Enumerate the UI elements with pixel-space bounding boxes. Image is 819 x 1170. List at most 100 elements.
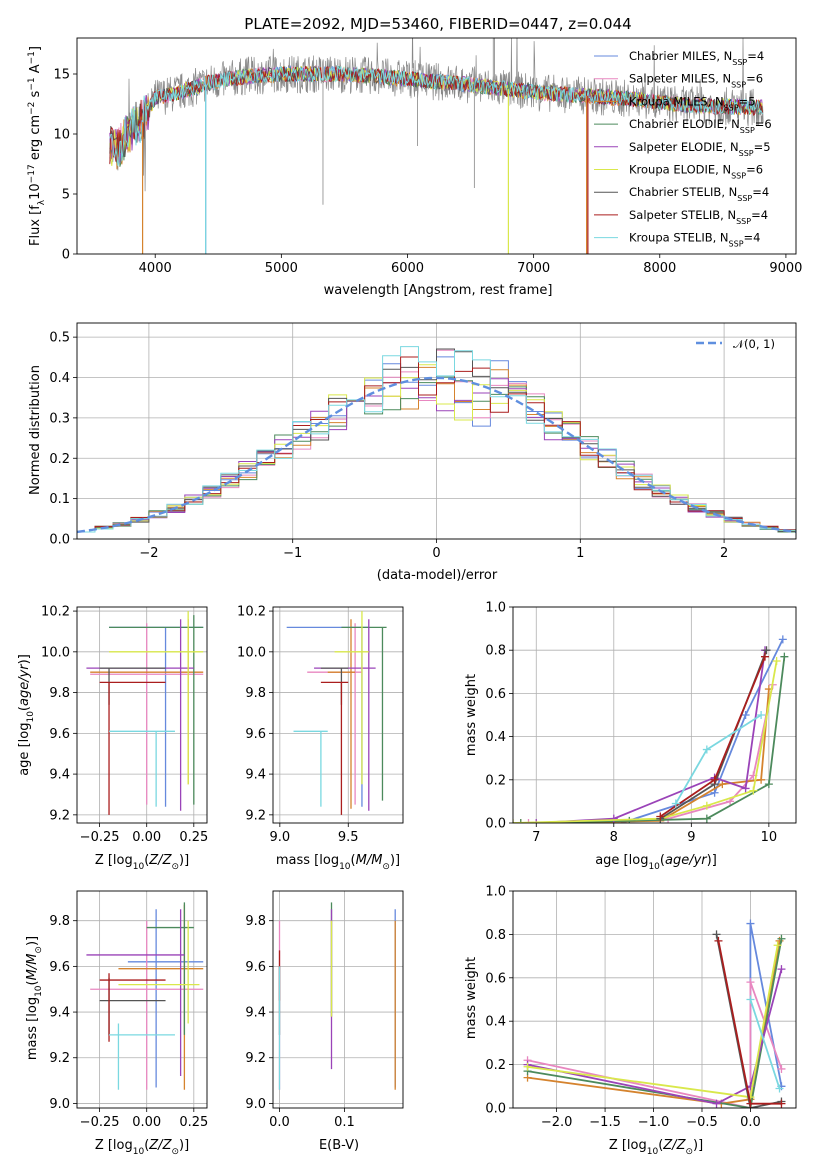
data-point-chabrier-miles bbox=[710, 788, 719, 797]
x-tick-label: 8000 bbox=[643, 261, 676, 276]
normal-curve-line bbox=[77, 376, 796, 534]
data-point-chabrier-elodie bbox=[777, 934, 786, 943]
y-tick-label: 1.0 bbox=[485, 601, 506, 616]
x-tick-label: −0.5 bbox=[686, 1115, 718, 1130]
residuals-chart: −2 −1 0 1 2 0.0 0.1 0.2 0.3 0.4 0.5 𝒩(0, 1) bbox=[49, 322, 797, 561]
y-tick-label: 0.2 bbox=[485, 1058, 506, 1073]
legend-entry-salpeter-elodie: Salpeter ELODIE, NSSP=5 bbox=[629, 140, 771, 158]
axes-frame bbox=[76, 606, 208, 824]
x-tick-label: −1 bbox=[283, 546, 302, 561]
model-line-kroupa-stelib bbox=[109, 64, 764, 167]
data-point-kroupa-elodie bbox=[772, 657, 781, 665]
y-tick-label: 0.6 bbox=[485, 971, 506, 986]
data-point-salpeter-miles bbox=[777, 1064, 786, 1073]
x-tick-label: 7000 bbox=[517, 261, 550, 276]
x-tick-label: −2.0 bbox=[541, 1115, 573, 1130]
axes-frame bbox=[76, 322, 797, 540]
y-tick-label: 9.4 bbox=[245, 768, 266, 783]
data-point-chabrier-stelib bbox=[762, 646, 771, 655]
data-point-chabrier-miles bbox=[746, 919, 755, 928]
plot-area bbox=[286, 611, 387, 815]
x-tick-label: 0.00 bbox=[132, 1115, 161, 1130]
plot-area bbox=[523, 919, 786, 1108]
spectrum-chart: 4000 5000 6000 7000 8000 9000 0 5 10 15 Chabrier M… bbox=[53, 37, 802, 276]
series-line-chabrier-elodie bbox=[527, 938, 783, 1108]
data-point-chabrier-miles bbox=[778, 635, 787, 644]
series-line-kroupa-miles bbox=[520, 689, 770, 823]
age-vs-mass-chart: 9.0 9.5 9.2 9.4 9.6 9.8 10.0 10.2 bbox=[237, 605, 404, 845]
y-tick-label: 10.2 bbox=[41, 605, 70, 620]
data-point-kroupa-elodie bbox=[749, 786, 758, 795]
y-tick-label: 9.6 bbox=[49, 727, 70, 742]
x-tick-label: 5000 bbox=[265, 261, 298, 276]
plot-area bbox=[513, 635, 789, 823]
y-tick-label: 0.4 bbox=[49, 371, 70, 386]
data-point-kroupa-elodie bbox=[702, 801, 711, 810]
x-tick-label: 10 bbox=[761, 830, 778, 845]
axes-frame bbox=[512, 890, 797, 1109]
x-tick-label: 0.1 bbox=[334, 1115, 355, 1130]
legend-entry-kroupa-stelib: Kroupa STELIB, NSSP=4 bbox=[629, 231, 760, 249]
x-tick-label: 9.5 bbox=[338, 830, 359, 845]
series-line-kroupa-elodie bbox=[513, 660, 778, 823]
mass-weight-vs-Z-xlabel: Z [log10(Z/Z⊙)] bbox=[609, 1138, 703, 1157]
y-tick-label: 9.0 bbox=[245, 1097, 266, 1112]
y-tick-label: 9.4 bbox=[49, 1006, 70, 1021]
y-tick-label: 0.5 bbox=[49, 331, 70, 346]
y-tick-label: 1.0 bbox=[485, 885, 506, 900]
mass-vs-Z-xlabel: Z [log10(Z/Z⊙)] bbox=[95, 1138, 189, 1157]
y-tick-label: 9.8 bbox=[245, 914, 266, 929]
data-point-chabrier-elodie bbox=[764, 780, 773, 789]
y-tick-label: 0.8 bbox=[485, 644, 506, 659]
x-tick-label: 9.0 bbox=[269, 830, 290, 845]
series-line-kroupa-stelib bbox=[675, 714, 762, 805]
legend-entry-kroupa-elodie: Kroupa ELODIE, NSSP=6 bbox=[629, 163, 763, 181]
axes-frame bbox=[272, 890, 404, 1109]
series-line-kroupa-stelib bbox=[749, 999, 781, 1089]
axes-frame bbox=[76, 890, 208, 1109]
y-tick-label: 9.6 bbox=[245, 727, 266, 742]
data-point-salpeter-miles bbox=[746, 978, 755, 987]
y-tick-label: 10 bbox=[53, 128, 70, 143]
mass-weight-vs-age-ylabel: mass weight bbox=[464, 674, 479, 756]
x-tick-label: 9 bbox=[687, 830, 695, 845]
y-tick-label: 0.0 bbox=[49, 533, 70, 548]
data-point-salpeter-elodie bbox=[777, 965, 786, 974]
axes-frame bbox=[272, 606, 404, 824]
series-line-chabrier-miles bbox=[621, 639, 784, 823]
y-tick-label: 0 bbox=[62, 248, 70, 263]
y-tick-label: 9.2 bbox=[245, 1051, 266, 1066]
age-vs-mass-xlabel: mass [log10(M/M⊙)] bbox=[276, 853, 400, 872]
legend-entry-salpeter-stelib: Salpeter STELIB, NSSP=4 bbox=[629, 208, 768, 226]
y-tick-label: 9.2 bbox=[49, 808, 70, 823]
x-tick-label: 0 bbox=[432, 546, 440, 561]
x-tick-label: −0.25 bbox=[80, 1115, 120, 1130]
legend-entry-salpeter-miles: Salpeter MILES, NSSP=6 bbox=[629, 72, 763, 90]
data-point-salpeter-stelib bbox=[777, 1099, 786, 1108]
data-point-kroupa-miles bbox=[718, 780, 727, 789]
data-point-chabrier-stelib bbox=[712, 930, 721, 939]
x-tick-label: 0.0 bbox=[740, 1115, 761, 1130]
data-point-kroupa-elodie bbox=[773, 941, 782, 950]
x-tick-label: 0.25 bbox=[179, 830, 208, 845]
mass-vs-Z-ylabel: mass [log10(M/M⊙)] bbox=[25, 936, 44, 1060]
y-tick-label: 0.0 bbox=[485, 1102, 506, 1117]
y-tick-label: 0.8 bbox=[485, 928, 506, 943]
data-point-salpeter-miles bbox=[524, 819, 533, 823]
data-point-salpeter-stelib bbox=[714, 936, 723, 945]
y-tick-label: 0.4 bbox=[485, 730, 506, 745]
data-point-chabrier-miles bbox=[741, 711, 750, 719]
mass-vs-EBV-xlabel: E(B-V) bbox=[319, 1138, 359, 1153]
x-tick-label: 0.00 bbox=[132, 830, 161, 845]
y-tick-label: 0.2 bbox=[485, 773, 506, 788]
spectrum-ylabel: Flux [fλ10−17 erg cm−2 s−1 A−1] bbox=[27, 46, 47, 246]
legend-entry-chabrier-elodie: Chabrier ELODIE, NSSP=6 bbox=[629, 117, 772, 135]
y-tick-label: 0.1 bbox=[49, 492, 70, 507]
legend-entry-kroupa-miles: Kroupa MILES, NSSP=5 bbox=[629, 94, 755, 112]
data-point-salpeter-elodie bbox=[741, 784, 750, 793]
y-tick-label: 0.2 bbox=[49, 452, 70, 467]
x-tick-label: 2 bbox=[720, 546, 728, 561]
x-tick-label: 0.25 bbox=[179, 1115, 208, 1130]
mass-weight-vs-Z-ylabel: mass weight bbox=[464, 957, 479, 1039]
data-point-chabrier-elodie bbox=[780, 652, 789, 661]
